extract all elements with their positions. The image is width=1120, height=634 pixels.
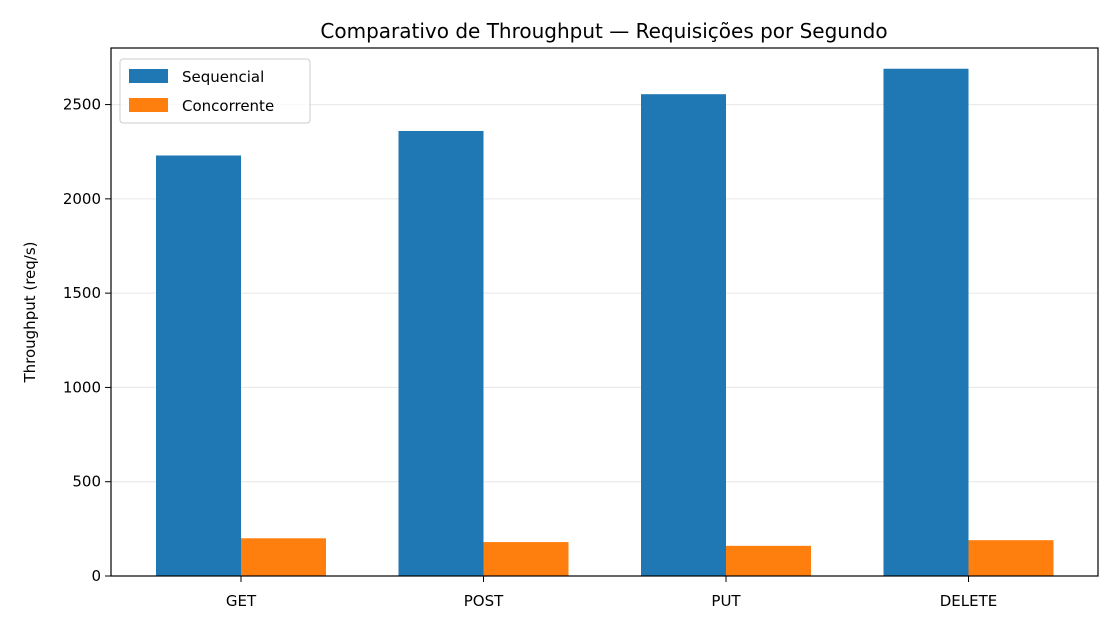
- legend: Sequencial Concorrente: [119, 58, 311, 124]
- y-axis-ticks: 0 500 1000 1500 2000 2500: [63, 96, 111, 585]
- y-axis-label: Throughput (req/s): [21, 241, 39, 383]
- bar-sequencial-get: [156, 155, 241, 576]
- y-tick-label-1000: 1000: [63, 378, 101, 396]
- chart-title: Comparativo de Throughput — Requisições …: [320, 19, 887, 43]
- bar-sequencial-delete: [883, 68, 969, 576]
- x-tick-label-post: POST: [464, 592, 504, 610]
- plot-area-frame: [110, 47, 1099, 577]
- x-tick-label-get: GET: [226, 592, 257, 610]
- x-tick-label-put: PUT: [711, 592, 741, 610]
- bar-sequencial-post: [398, 130, 484, 576]
- y-tick-label-2500: 2500: [63, 96, 101, 114]
- x-axis-ticks: GET POST PUT DELETE: [226, 576, 997, 610]
- y-tick-label-500: 500: [72, 473, 101, 491]
- bar-concorrente-get: [241, 538, 326, 576]
- bar-concorrente-put: [726, 545, 811, 576]
- bar-sequencial-put: [641, 94, 726, 576]
- legend-swatch-concorrente: [129, 98, 168, 112]
- bar-concorrente-post: [483, 542, 569, 576]
- legend-label-concorrente: Concorrente: [182, 97, 274, 115]
- y-tick-label-2000: 2000: [63, 190, 101, 208]
- legend-swatch-sequencial: [129, 69, 168, 83]
- bar-concorrente-delete: [968, 540, 1054, 576]
- bars: [156, 68, 1054, 576]
- legend-label-sequencial: Sequencial: [182, 68, 264, 86]
- x-tick-label-delete: DELETE: [940, 592, 998, 610]
- y-tick-label-0: 0: [91, 567, 101, 585]
- y-tick-label-1500: 1500: [63, 284, 101, 302]
